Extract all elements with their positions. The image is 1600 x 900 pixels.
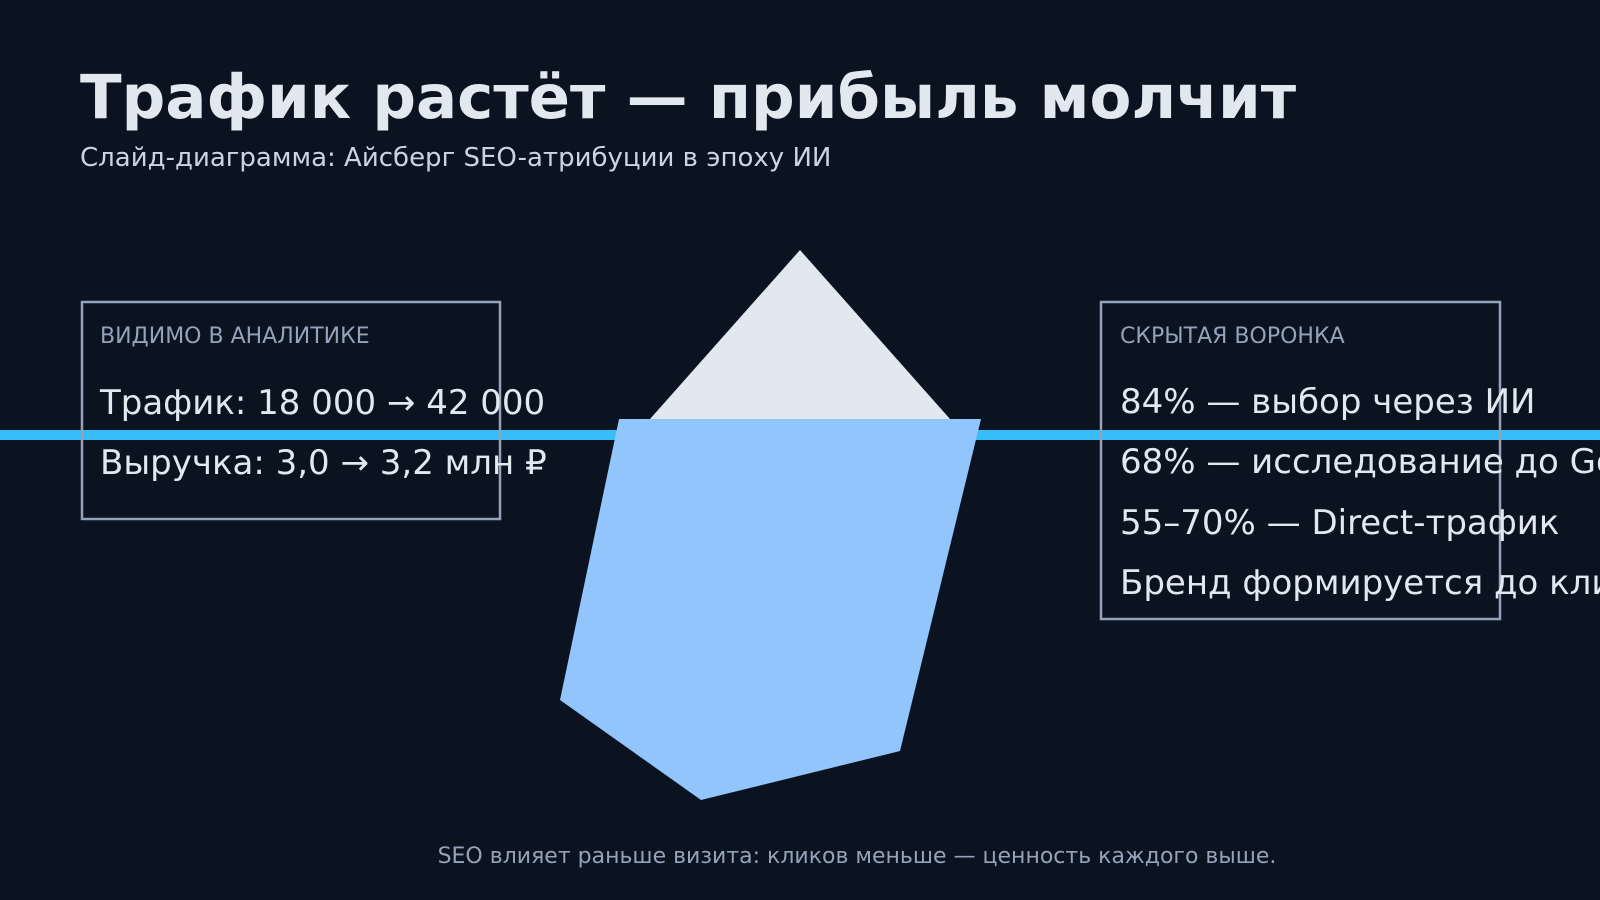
hidden-box-line: 68% — исследование до Google [1120,442,1600,482]
hidden-box-line: Бренд формируется до клика [1120,563,1600,603]
visible-box: ВИДИМО В АНАЛИТИКЕ Трафик: 18 000 → 42 0… [80,300,547,521]
visible-box-line: Трафик: 18 000 → 42 000 [99,383,545,423]
hidden-box-line: 55–70% — Direct-трафик [1120,503,1559,543]
iceberg-underwater [560,419,981,800]
page-title: Трафик растёт — прибыль молчит [80,62,1297,133]
visible-box-line: Выручка: 3,0 → 3,2 млн ₽ [100,443,547,483]
page-subtitle: Слайд-диаграмма: Айсберг SEO-атрибуции в… [80,143,831,173]
hidden-box-border [1099,300,1502,621]
footer-note: SEO влияет раньше визита: кликов меньше … [438,844,1277,869]
hidden-box-label: СКРЫТАЯ ВОРОНКА [1120,324,1345,349]
visible-box-label: ВИДИМО В АНАЛИТИКЕ [100,324,370,349]
hidden-box: СКРЫТАЯ ВОРОНКА 84% — выбор через ИИ 68%… [1099,300,1600,621]
hidden-box-line: 84% — выбор через ИИ [1120,382,1536,422]
iceberg-tip [650,250,950,419]
visible-box-border [80,300,502,521]
